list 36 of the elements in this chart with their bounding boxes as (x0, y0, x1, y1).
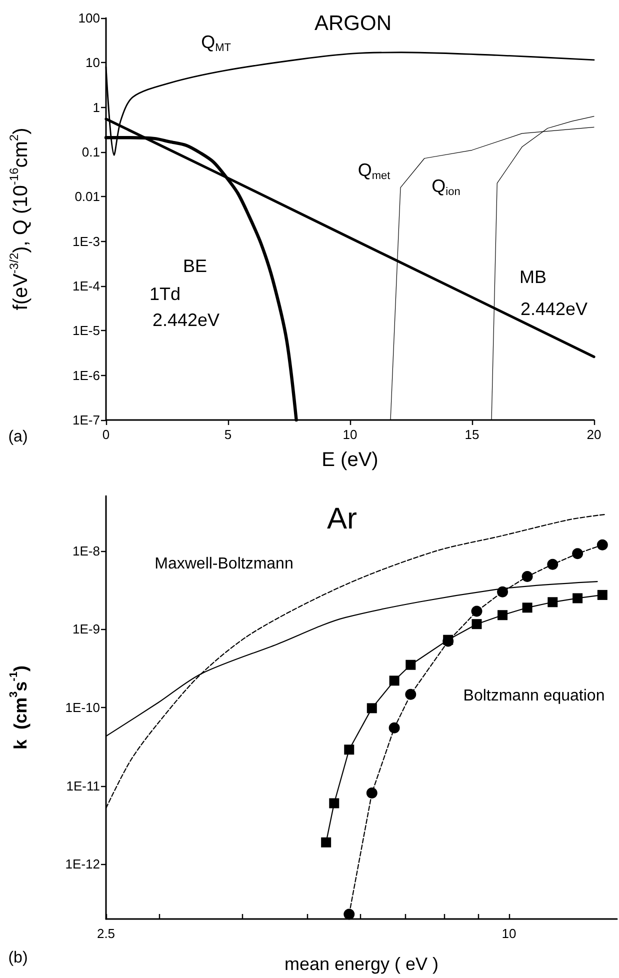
text: (b) (8, 950, 28, 966)
y-tick-label: 1E-12 (65, 856, 100, 872)
x-tick-label: 20 (586, 427, 602, 442)
y-tick-label: 1E-3 (72, 234, 100, 249)
y-tick-label: 1E-8 (72, 543, 100, 558)
y-tick-label: 1E-6 (72, 368, 100, 383)
annotation: 2.442eV (520, 299, 588, 319)
y-tick-label: 1 (92, 100, 100, 115)
annotation: MB (520, 267, 546, 287)
annotation: BE (182, 256, 208, 276)
x-axis-title: mean energy ( eV ) (284, 954, 439, 974)
annotation: 2.442eV (152, 310, 220, 330)
y-tick-label: 1E-9 (72, 622, 100, 637)
text: (a) (8, 428, 28, 446)
x-tick-label: 2.5 (96, 926, 116, 941)
y-axis-title: k (cm3s-1) (8, 666, 30, 750)
y-tick-label: 0.01 (74, 189, 100, 204)
y-tick-label: 1E-10 (65, 700, 100, 715)
y-tick-label: 10 (86, 55, 100, 70)
y-tick-label: 1E-4 (72, 278, 100, 294)
chart-title: Ar (327, 502, 358, 536)
y-tick-label: 100 (78, 10, 100, 26)
y-tick-label: 0.1 (82, 144, 100, 160)
y-tick-label: 1E-7 (72, 412, 100, 428)
x-tick-label: 0 (102, 427, 110, 442)
x-tick-label: 15 (464, 427, 480, 442)
chart-title: ARGON (314, 12, 392, 35)
y-axis-title: f(eV-3/2), Q (10-16cm2) (7, 128, 32, 310)
y-tick-label: 1E-11 (66, 778, 100, 794)
x-tick-label: 5 (224, 427, 232, 442)
annotation: 1Td (149, 284, 181, 304)
annotation: Boltzmann equation (463, 688, 605, 704)
x-tick-label: 10 (342, 427, 358, 442)
y-tick-label: 1E-5 (72, 323, 100, 338)
annotation: Maxwell-Boltzmann (154, 556, 294, 572)
x-axis-title: E (eV) (322, 449, 378, 471)
